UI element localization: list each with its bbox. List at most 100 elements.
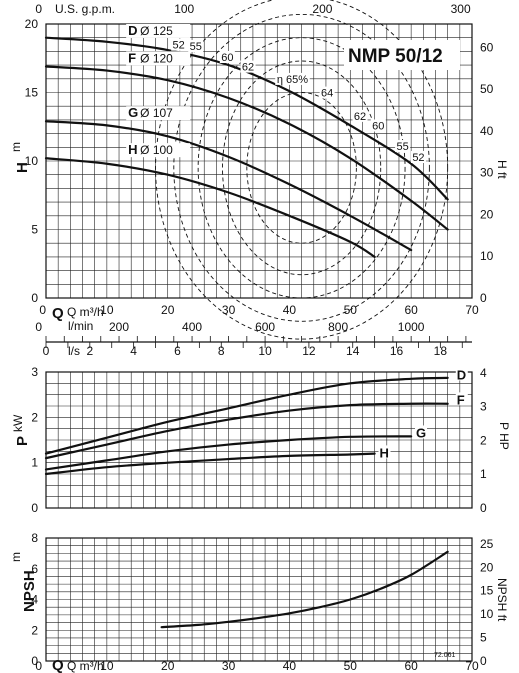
q-tick-label: 50 bbox=[344, 303, 358, 317]
npsh-tick-label: 6 bbox=[31, 562, 38, 576]
curve-label-bg bbox=[126, 23, 191, 38]
power-curve-label-F: F bbox=[457, 392, 465, 407]
ls-tick-label: 2 bbox=[86, 344, 93, 358]
efficiency-label-bg bbox=[240, 60, 256, 73]
chart-code: 72.061 bbox=[434, 652, 456, 659]
power-tick-label: 1 bbox=[31, 456, 38, 470]
flow-unit-axes: l/min l/s 0 200 400 600 800 1000 0 2 4 6 8 10 12 14 16… bbox=[35, 319, 472, 358]
npsh-ft-tick-label: 15 bbox=[480, 584, 494, 598]
ls-tick-label: 6 bbox=[174, 344, 181, 358]
curve-label-H: H bbox=[128, 142, 137, 157]
power-curve-D bbox=[44, 376, 449, 455]
efficiency-label: 64 bbox=[321, 88, 333, 100]
efficiency-label-bg bbox=[395, 140, 411, 153]
efficiency-curve bbox=[155, 0, 449, 340]
curve-label-bg bbox=[126, 143, 191, 158]
efficiency-curve bbox=[246, 92, 357, 244]
lmin-tick-label: 1000 bbox=[398, 320, 425, 334]
power-hp-tick-label: 0 bbox=[480, 501, 487, 515]
ls-tick-label: 12 bbox=[302, 344, 316, 358]
head-plot-frame bbox=[45, 23, 473, 299]
power-label-bg bbox=[455, 392, 468, 406]
ls-tick-label: 4 bbox=[130, 344, 137, 358]
q-bottom-axis-label: Q bbox=[52, 657, 64, 673]
efficiency-label-bg bbox=[275, 72, 310, 85]
head-curve-F bbox=[44, 65, 449, 231]
npsh-axis-label: NPSH bbox=[21, 570, 38, 612]
efficiency-label-bg bbox=[219, 50, 235, 63]
head-ft-tick-label: 40 bbox=[480, 124, 494, 138]
power-hp-tick-label: 3 bbox=[480, 400, 487, 414]
efficiency-label: 55 bbox=[190, 41, 202, 53]
q-tick-label: 60 bbox=[404, 303, 418, 317]
npsh-tick-label: 4 bbox=[31, 593, 38, 607]
lmin-tick-label: 0 bbox=[35, 320, 42, 334]
npsh-ft-tick-label: 5 bbox=[480, 631, 487, 645]
power-label-bg bbox=[415, 425, 428, 439]
efficiency-label-bg bbox=[352, 109, 368, 122]
q-bottom-tick-label: 50 bbox=[344, 659, 358, 673]
diameter-label-H: Ø 100 bbox=[140, 143, 173, 157]
npsh-ft-tick-label: 20 bbox=[480, 560, 494, 574]
power-panel: 0 1 2 3 0 1 2 3 4DF G H P kW P HP bbox=[11, 365, 511, 515]
head-ft-tick-label: 60 bbox=[480, 40, 494, 54]
efficiency-label-bg bbox=[171, 38, 187, 51]
efficiency-label: 62 bbox=[242, 62, 254, 74]
q-bottom-axis-unit: Q m³/h bbox=[67, 659, 104, 673]
ls-axis-label: l/s bbox=[68, 344, 80, 358]
diameter-label-D: Ø 125 bbox=[140, 24, 173, 38]
power-tick-label: 2 bbox=[31, 410, 38, 424]
npsh-plot-frame bbox=[45, 537, 473, 662]
curve-label-bg bbox=[126, 51, 191, 66]
npsh-panel: 0 2 4 6 8 0 5 10 15 20 25 0 20 30 40 50 60 70 10 NPSH m NP… bbox=[9, 531, 509, 673]
efficiency-curve bbox=[173, 13, 430, 322]
power-curve-F bbox=[44, 402, 449, 460]
head-curve-D bbox=[44, 36, 449, 201]
efficiency-label-bg bbox=[319, 86, 335, 99]
power-curve-label-H: H bbox=[379, 445, 388, 460]
head-ft-axis-label: H ft bbox=[495, 160, 509, 179]
head-ft-tick-label: 0 bbox=[480, 291, 487, 305]
gpm-tick-label: 100 bbox=[174, 2, 194, 16]
efficiency-curve bbox=[222, 60, 382, 276]
power-tick-label: 0 bbox=[31, 501, 38, 515]
gpm-tick-label: 300 bbox=[451, 2, 471, 16]
ls-tick-label: 8 bbox=[218, 344, 225, 358]
npsh-tick-label: 8 bbox=[31, 531, 38, 545]
q-tick-label: 40 bbox=[283, 303, 297, 317]
power-label-bg bbox=[455, 367, 468, 381]
lmin-tick-label: 400 bbox=[182, 320, 202, 334]
curve-label-F: F bbox=[128, 50, 136, 65]
efficiency-label: 52 bbox=[173, 40, 185, 52]
power-axis-unit: kW bbox=[11, 414, 25, 432]
q-tick-label: 30 bbox=[222, 303, 236, 317]
power-axis-label: P bbox=[14, 436, 31, 446]
q-bottom-tick-label: 40 bbox=[283, 659, 297, 673]
head-ft-tick-label: 30 bbox=[480, 166, 494, 180]
efficiency-label-bg bbox=[370, 119, 386, 132]
curve-label-bg bbox=[126, 106, 191, 121]
power-hp-tick-label: 1 bbox=[480, 467, 487, 481]
power-curve-label-G: G bbox=[416, 425, 426, 440]
head-axis-unit: m bbox=[9, 142, 23, 152]
efficiency-curve bbox=[197, 37, 406, 299]
efficiency-label: 60 bbox=[372, 120, 384, 132]
power-hp-tick-label: 4 bbox=[480, 366, 487, 380]
q-tick-label: 10 bbox=[100, 303, 114, 317]
power-curve-G bbox=[44, 435, 413, 471]
npsh-ft-tick-label: 0 bbox=[480, 654, 487, 668]
npsh-tick-label: 2 bbox=[31, 623, 38, 637]
gpm-tick-label: 200 bbox=[312, 2, 332, 16]
ls-tick-label: 16 bbox=[390, 344, 404, 358]
q-axis-label: Q bbox=[52, 305, 64, 322]
power-plot-frame bbox=[45, 371, 473, 509]
lmin-tick-label: 800 bbox=[328, 320, 348, 334]
efficiency-label-bg bbox=[188, 40, 204, 53]
head-ft-tick-label: 10 bbox=[480, 249, 494, 263]
ls-tick-label: 14 bbox=[346, 344, 360, 358]
efficiency-label: 60 bbox=[221, 52, 233, 64]
gpm-axis-label: U.S. g.p.m. bbox=[55, 2, 115, 16]
efficiency-label: η 65% bbox=[277, 74, 308, 86]
